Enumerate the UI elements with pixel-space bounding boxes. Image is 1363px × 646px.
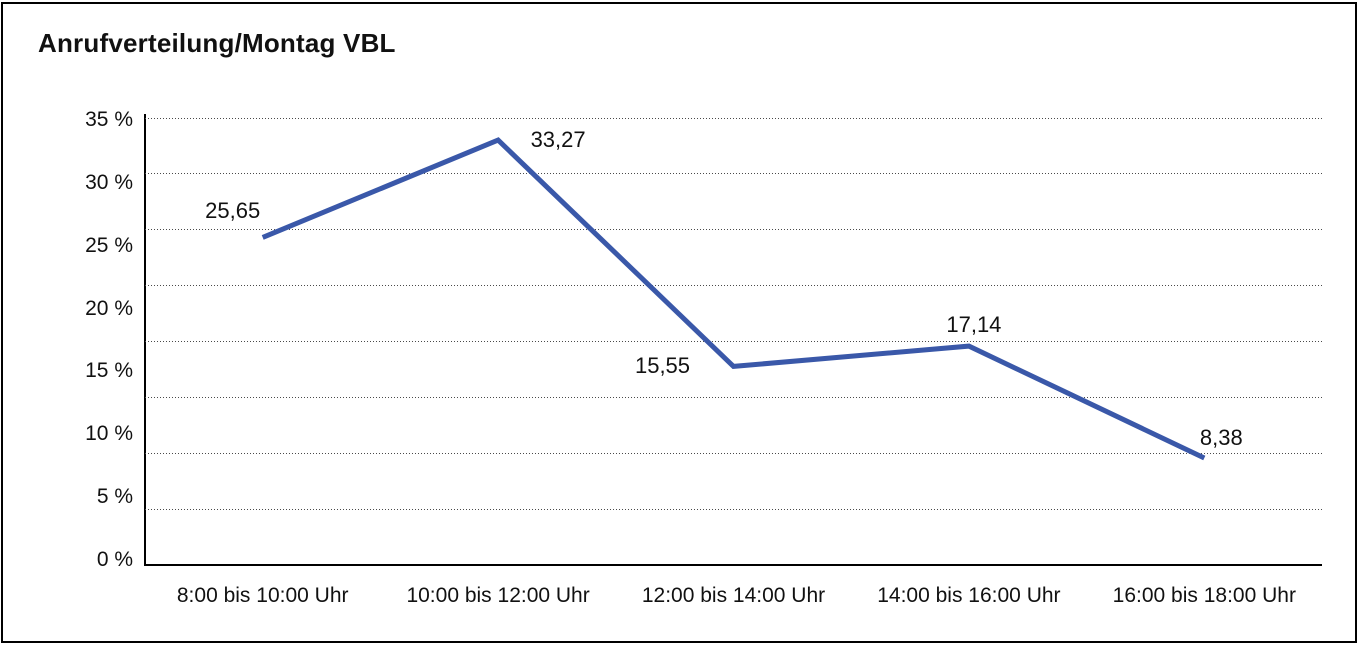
gridline <box>145 341 1322 342</box>
y-axis-label: 20 % <box>85 296 133 320</box>
y-axis-label: 15 % <box>85 359 133 383</box>
data-point-value-label: 8,38 <box>1199 424 1243 450</box>
data-point-value-label: 15,55 <box>634 353 691 379</box>
y-axis-label: 0 % <box>96 548 133 571</box>
x-axis-line <box>144 564 1322 566</box>
data-point-value-label: 17,14 <box>946 312 1002 338</box>
x-axis-label: 12:00 bis 14:00 Uhr <box>641 584 826 607</box>
chart-title: Anrufverteilung/Montag VBL <box>38 28 396 58</box>
gridline <box>145 285 1322 287</box>
x-axis-tick-labels: 8:00 bis 10:00 Uhr 10:00 bis 12:00 Uhr 12:… <box>145 583 1322 611</box>
x-axis-label: 8:00 bis 10:00 Uhr <box>176 584 349 607</box>
y-axis-tick-labels: 35 % 30 % 25 % 20 % 15 % 10 % 5 % 0 % <box>0 108 133 571</box>
y-axis-label: 5 % <box>96 485 133 509</box>
y-axis-line <box>144 114 146 566</box>
x-axis-label: 14:00 bis 16:00 Uhr <box>877 584 1061 607</box>
y-axis-label: 30 % <box>85 170 133 194</box>
y-axis-label: 25 % <box>85 233 133 257</box>
x-axis-label: 10:00 bis 12:00 Uhr <box>406 584 590 607</box>
x-axis-label: 16:00 bis 18:00 Uhr <box>1112 584 1296 607</box>
gridline <box>145 508 1322 510</box>
gridline <box>145 229 1322 231</box>
gridline <box>145 173 1322 175</box>
series-line <box>261 137 1206 461</box>
y-axis-label: 10 % <box>85 422 133 446</box>
data-point-value-label: 33,27 <box>530 127 586 153</box>
data-point-value-label: 25,65 <box>205 198 261 224</box>
gridline <box>145 452 1322 454</box>
gridline <box>145 117 1322 119</box>
y-axis-label: 35 % <box>85 108 133 131</box>
plot-area: 25,65 33,27 15,55 17,14 8,38 <box>145 117 1322 565</box>
data-line-chart <box>261 137 1206 461</box>
gridline <box>145 396 1322 398</box>
